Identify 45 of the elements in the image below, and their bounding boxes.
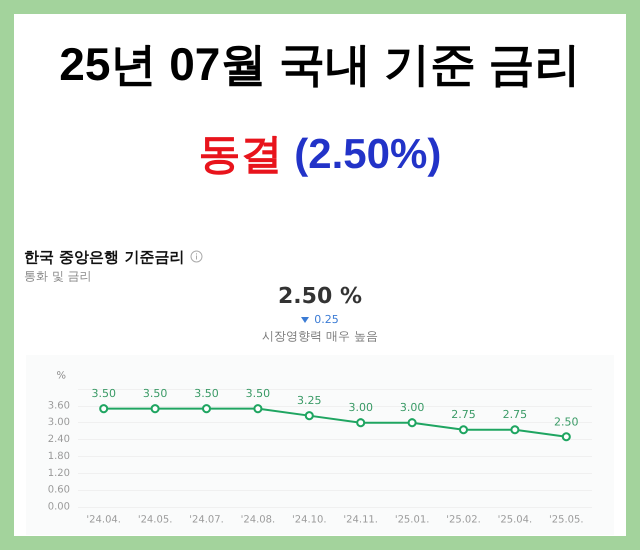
y-tick-label: 3.00 xyxy=(48,417,70,428)
y-tick-label: 0.00 xyxy=(48,502,70,512)
data-label: 3.25 xyxy=(297,394,322,408)
data-label: 2.50 xyxy=(554,415,579,428)
point xyxy=(510,425,520,434)
y-axis-title: % xyxy=(56,370,66,382)
point xyxy=(150,404,160,414)
x-tick-label: '24.05. xyxy=(138,514,172,526)
point xyxy=(99,404,108,414)
point xyxy=(562,432,571,442)
x-tick-label: '25.05. xyxy=(549,514,584,526)
point xyxy=(202,404,211,414)
data-label: 2.75 xyxy=(502,408,528,422)
data-label: 3.50 xyxy=(91,387,116,400)
x-tick-label: '25.01. xyxy=(394,514,430,526)
x-tick-label: '24.11. xyxy=(343,514,378,526)
y-tick-label: 1.20 xyxy=(48,468,70,479)
x-tick-label: '24.04. xyxy=(86,514,121,526)
text: 0.25 xyxy=(313,313,340,326)
chart-title: 25년 07월 국내 기준 금리 xyxy=(58,37,582,92)
point xyxy=(253,404,262,414)
x-tick-label: '24.07. xyxy=(189,514,224,526)
y-tick-label: 1.80 xyxy=(48,450,70,462)
text: 통화 및 금리 xyxy=(24,268,92,285)
data-label: 3.50 xyxy=(194,387,219,400)
y-tick-label: 0.60 xyxy=(48,484,70,496)
y-tick-label: 3.60 xyxy=(48,400,70,412)
text: 2.50 % xyxy=(277,284,363,309)
text: 시장영향력 매우 높음 xyxy=(261,328,379,345)
point xyxy=(356,418,366,428)
chart-subtitle: 동결 (2.50%) xyxy=(198,130,442,177)
data-label: 3.50 xyxy=(246,387,270,400)
data-label: 3.00 xyxy=(348,401,373,414)
point xyxy=(459,425,468,434)
point xyxy=(304,411,314,420)
x-tick-label: '24.08. xyxy=(240,514,276,526)
data-label: 2.75 xyxy=(451,408,476,422)
x-tick-label: '25.04. xyxy=(498,514,532,526)
data-label: 3.00 xyxy=(400,401,424,414)
data-label: 3.50 xyxy=(142,387,168,400)
x-tick-label: '25.02. xyxy=(446,514,481,526)
x-tick-label: '24.10. xyxy=(292,514,327,526)
y-tick-label: 2.40 xyxy=(48,434,70,446)
point xyxy=(408,418,417,428)
text: 한국 중앙은행 기준금리 xyxy=(24,248,186,267)
